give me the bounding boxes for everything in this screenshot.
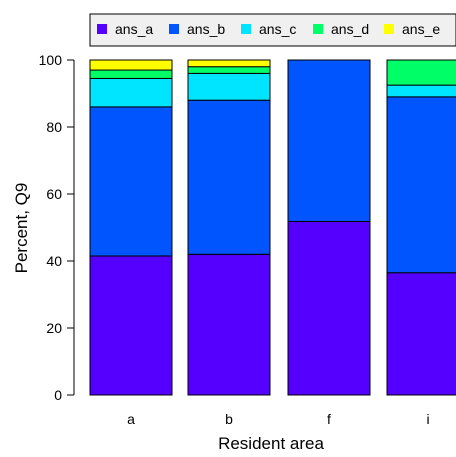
x-tick-label-f: f: [327, 411, 331, 427]
legend-label-ans-b: ans_b: [187, 21, 225, 37]
y-tick-label-40: 40: [46, 253, 62, 269]
legend-label-ans-a: ans_a: [115, 21, 153, 37]
y-tick-label-20: 20: [46, 320, 62, 336]
legend-swatch-ans-a: [97, 24, 107, 34]
bar-segment-b-ans-c: [187, 72, 271, 101]
y-axis-title: Percent, Q9: [12, 183, 31, 274]
bar-segment-i-ans-b: [386, 96, 456, 274]
legend-label-ans-e: ans_e: [402, 21, 440, 37]
bar-segment-i-ans-c: [386, 84, 456, 98]
bars: [89, 59, 456, 396]
legend-label-ans-d: ans_d: [331, 21, 369, 37]
legend-swatch-ans-c: [241, 24, 251, 34]
bar-segment-f-ans-a: [287, 220, 371, 396]
bar-segment-a-ans-a: [89, 255, 173, 396]
bar-segment-a-ans-e: [89, 59, 173, 71]
bar-segment-b-ans-b: [187, 99, 271, 255]
axes: 0 20 40 60 80 100 a b f i: [39, 52, 430, 427]
bar-segment-a-ans-c: [89, 77, 173, 108]
bar-segment-a-ans-d: [89, 69, 173, 79]
y-tick-label-0: 0: [54, 387, 62, 403]
legend-swatch-ans-d: [313, 24, 323, 34]
x-tick-label-a: a: [127, 411, 135, 427]
legend-swatch-ans-e: [384, 24, 394, 34]
bar-segment-b-ans-e: [187, 59, 271, 68]
x-axis-title: Resident area: [218, 434, 324, 453]
bar-segment-i-ans-d: [386, 59, 456, 86]
legend-swatch-ans-b: [169, 24, 179, 34]
y-tick-label-80: 80: [46, 119, 62, 135]
x-tick-label-b: b: [225, 411, 233, 427]
y-tick-label-60: 60: [46, 186, 62, 202]
bar-segment-b-ans-d: [187, 66, 271, 74]
legend: ans_a ans_b ans_c ans_d ans_e: [89, 13, 456, 47]
bar-segment-b-ans-a: [187, 253, 271, 396]
x-tick-label-i: i: [426, 411, 429, 427]
legend-box: [89, 13, 456, 47]
bar-segment-a-ans-b: [89, 106, 173, 257]
bar-segment-f-ans-b: [287, 59, 371, 222]
y-tick-label-100: 100: [39, 52, 63, 68]
legend-label-ans-c: ans_c: [259, 21, 296, 37]
bar-segment-i-ans-a: [386, 272, 456, 396]
